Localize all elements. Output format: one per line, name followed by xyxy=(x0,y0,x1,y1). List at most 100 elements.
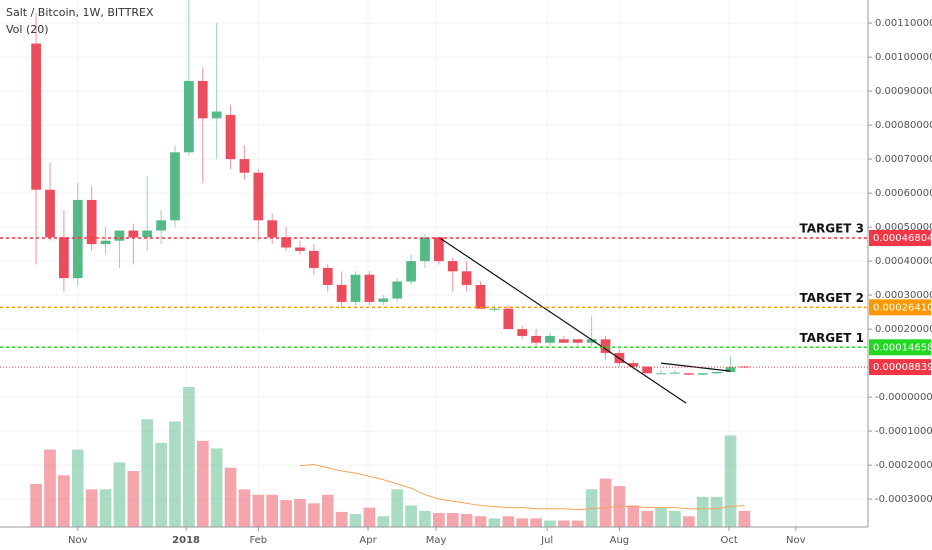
volume-bar xyxy=(280,500,292,527)
volume-bar xyxy=(349,514,362,527)
candle-body xyxy=(406,261,416,282)
candle-body xyxy=(100,240,111,245)
volume-bar xyxy=(252,494,265,527)
x-tick-label: Nov xyxy=(68,535,88,546)
x-tick-label: Aug xyxy=(610,535,630,546)
trendline xyxy=(438,236,687,404)
candle-body xyxy=(59,237,69,279)
volume-bar xyxy=(724,435,737,527)
volume-bar xyxy=(419,510,431,527)
candle-body xyxy=(656,373,666,375)
volume-bar xyxy=(155,443,167,527)
volume-bar xyxy=(321,494,334,527)
candle-body xyxy=(267,220,278,238)
volume-bar xyxy=(738,510,751,527)
candle-body xyxy=(697,373,708,375)
y-tick-label: 0.00040000 xyxy=(875,256,932,267)
volume-bar xyxy=(58,475,70,527)
volume-bar xyxy=(585,489,598,527)
volume-bar xyxy=(488,518,501,527)
candle-body xyxy=(225,114,236,160)
volume-bar xyxy=(71,449,84,527)
volume-bar xyxy=(308,503,320,527)
target-name: TARGET 3 xyxy=(799,221,864,235)
x-tick-label: Feb xyxy=(249,535,267,546)
plot-area xyxy=(0,0,868,527)
y-tick-label: -0.00000000 xyxy=(875,392,932,403)
candle-body xyxy=(711,371,722,374)
volume-bar xyxy=(363,507,376,527)
price-tag xyxy=(869,229,931,246)
candle-body xyxy=(378,298,389,302)
volume-bar xyxy=(446,513,459,527)
volume-bar xyxy=(169,421,181,527)
volume-bar xyxy=(544,520,556,527)
candle-body xyxy=(545,335,555,343)
candle-body xyxy=(434,237,444,262)
x-tick-label: 2018 xyxy=(172,535,200,546)
candle-body xyxy=(420,237,430,262)
candle-body xyxy=(531,335,541,343)
price-tag-label: 0.00046804 xyxy=(873,233,932,244)
x-tick-label: May xyxy=(426,535,447,546)
y-tick-label: -0.00020000 xyxy=(875,460,932,471)
volume-bar xyxy=(127,471,140,527)
volume-bar xyxy=(85,489,98,527)
volume-bar xyxy=(571,520,584,527)
candle-body xyxy=(350,274,361,302)
candle-body xyxy=(642,366,653,374)
candle-body xyxy=(725,367,736,372)
volume-bar xyxy=(294,499,306,527)
price-tag xyxy=(869,299,931,316)
y-tick-label: -0.00030000 xyxy=(875,494,932,505)
candle-body xyxy=(572,339,583,343)
volume-bar xyxy=(474,516,487,527)
candle-body xyxy=(86,199,97,245)
volume-bar xyxy=(710,496,723,527)
candle-body xyxy=(156,220,166,231)
price-tag xyxy=(869,359,931,376)
y-tick-label: 0.00030000 xyxy=(875,290,932,301)
volume-bar xyxy=(377,516,390,527)
candle-body xyxy=(295,247,305,251)
candle-body xyxy=(114,230,125,241)
volume-bar xyxy=(238,489,251,527)
volume-ma-line xyxy=(299,464,745,511)
candle-body xyxy=(31,43,41,190)
volume-bar xyxy=(433,513,445,527)
candle-body xyxy=(211,111,222,119)
candle-body xyxy=(253,172,264,221)
candle-body xyxy=(503,308,514,330)
price-tag xyxy=(869,339,931,356)
y-tick-label: 0.00070000 xyxy=(875,154,932,165)
candle-body xyxy=(322,267,333,285)
volume-bar xyxy=(683,516,695,527)
candle-body xyxy=(336,284,347,302)
candle-body xyxy=(72,199,83,279)
candle-body xyxy=(364,274,375,302)
candle-body xyxy=(475,284,486,309)
volume-bar xyxy=(669,510,681,527)
y-tick-label: 0.00050000 xyxy=(875,222,932,233)
candle-body xyxy=(184,80,194,153)
volume-bar xyxy=(391,489,404,527)
y-tick-label: 0.00110000 xyxy=(875,18,932,29)
candle-body xyxy=(309,250,319,268)
volume-bar xyxy=(266,494,279,527)
volume-bar xyxy=(627,505,640,527)
candle-body xyxy=(128,230,139,238)
y-tick-label: 0.00090000 xyxy=(875,86,932,97)
candle-body xyxy=(45,189,55,238)
price-tag-label: 0.00026410 xyxy=(873,302,932,313)
volume-bar xyxy=(113,462,126,527)
candle-body xyxy=(392,281,403,299)
target-name: TARGET 2 xyxy=(799,291,864,305)
volume-bar xyxy=(335,511,348,527)
volume-bar xyxy=(696,496,709,527)
price-tag-label: 0.00014658 xyxy=(873,342,932,353)
candle-body xyxy=(239,159,250,173)
volume-bar xyxy=(655,507,667,527)
trendline xyxy=(661,362,731,372)
volume-label: Vol (20) xyxy=(6,23,49,36)
